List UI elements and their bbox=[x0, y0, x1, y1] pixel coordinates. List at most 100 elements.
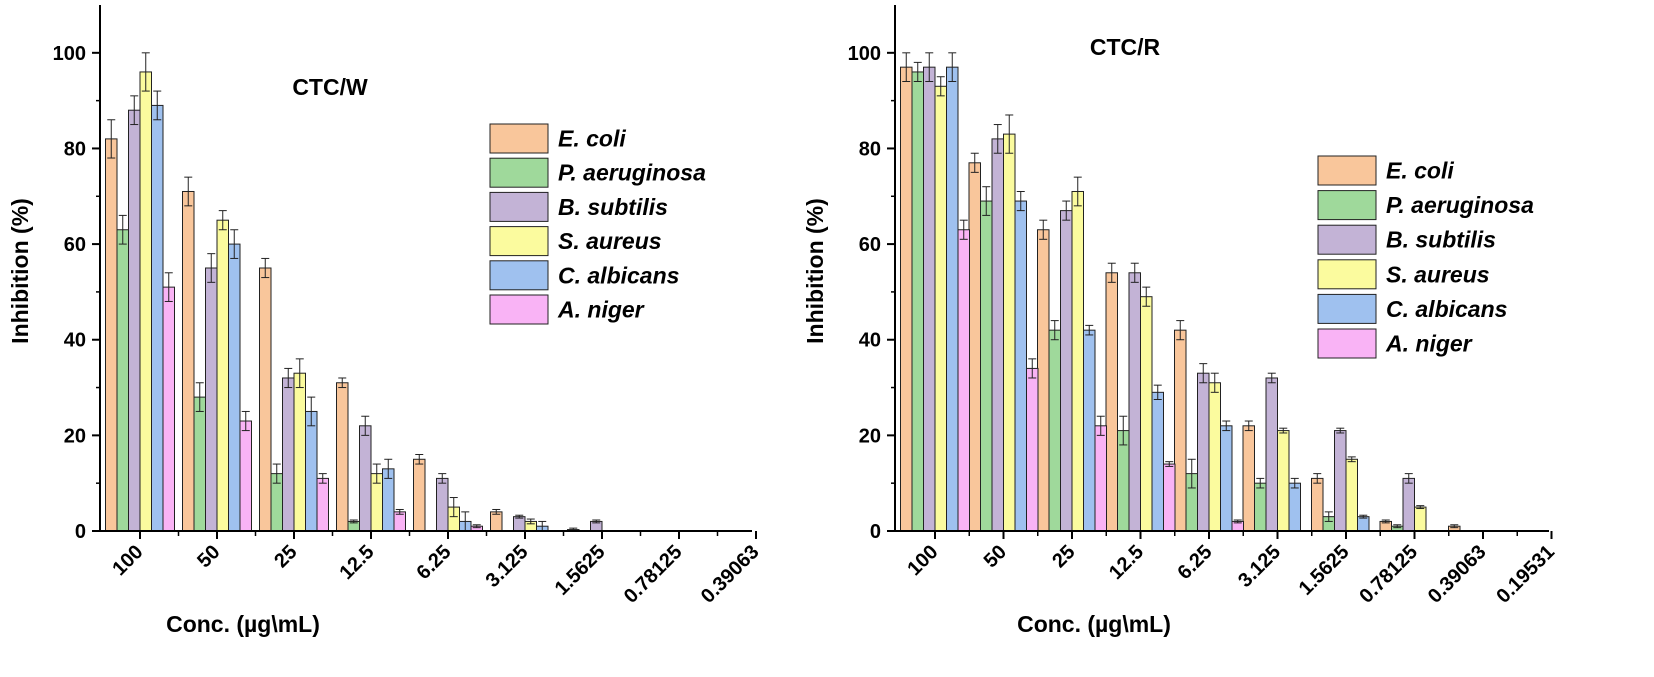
x-tick-label: 100 bbox=[903, 541, 942, 580]
legend-swatch bbox=[489, 294, 549, 325]
bar bbox=[293, 372, 306, 532]
bar bbox=[911, 71, 924, 532]
bar bbox=[1105, 272, 1118, 532]
bar bbox=[359, 425, 372, 532]
legend-swatch bbox=[489, 123, 549, 154]
legend-swatch bbox=[489, 157, 549, 188]
bar bbox=[1197, 372, 1210, 532]
bar bbox=[305, 410, 318, 532]
bar bbox=[116, 229, 129, 532]
x-tick-label: 100 bbox=[108, 541, 147, 580]
bar bbox=[128, 109, 141, 532]
bar bbox=[1060, 210, 1073, 532]
y-tick-label: 80 bbox=[64, 138, 86, 160]
y-tick-label: 40 bbox=[64, 330, 86, 352]
bar bbox=[1128, 272, 1141, 532]
legend-swatch bbox=[1317, 190, 1377, 221]
legend-label: A. niger bbox=[557, 297, 645, 323]
bar bbox=[239, 420, 252, 532]
bar bbox=[1083, 329, 1096, 532]
legend-label: C. albicans bbox=[1386, 296, 1507, 322]
y-tick-label: 20 bbox=[64, 425, 86, 447]
legend-swatch bbox=[489, 260, 549, 291]
x-tick-label: 25 bbox=[1048, 541, 1079, 572]
x-tick-label: 50 bbox=[980, 541, 1011, 572]
bar bbox=[991, 138, 1004, 532]
chart-title: CTC/R bbox=[1090, 34, 1161, 60]
y-tick-label: 60 bbox=[859, 234, 881, 256]
legend-label: A. niger bbox=[1385, 331, 1473, 357]
legend-label: B. subtilis bbox=[558, 194, 668, 220]
y-tick-label: 0 bbox=[75, 521, 86, 543]
legend-label: S. aureus bbox=[558, 228, 662, 254]
bar bbox=[162, 286, 175, 532]
chart-title: CTC/W bbox=[292, 74, 368, 100]
bar bbox=[205, 267, 218, 532]
bar bbox=[1414, 506, 1427, 532]
x-tick-label: 25 bbox=[270, 541, 301, 572]
bar bbox=[1208, 382, 1221, 532]
legend-label: P. aeruginosa bbox=[1386, 192, 1534, 218]
x-tick-label: 0.19531 bbox=[1492, 541, 1559, 608]
bar bbox=[1094, 425, 1107, 532]
bar bbox=[1277, 430, 1290, 532]
bar bbox=[1220, 425, 1233, 532]
y-axis-label: Inhibition (%) bbox=[802, 198, 828, 344]
bar bbox=[980, 200, 993, 532]
x-tick-label: 0.78125 bbox=[620, 541, 687, 608]
legend-label: E. coli bbox=[558, 126, 626, 152]
x-tick-label: 3.125 bbox=[482, 541, 533, 592]
bar bbox=[934, 85, 947, 532]
bar bbox=[105, 138, 118, 532]
bar bbox=[216, 219, 229, 532]
x-tick-label: 12.5 bbox=[335, 541, 378, 584]
x-tick-label: 6.25 bbox=[1173, 541, 1216, 584]
bar bbox=[1163, 463, 1176, 532]
y-tick-label: 100 bbox=[53, 43, 86, 65]
y-axis-label: Inhibition (%) bbox=[7, 198, 33, 344]
bar bbox=[1334, 430, 1347, 532]
legend: E. coli P. aeruginosa B. subtilis S. aureus… bbox=[1317, 155, 1534, 359]
legend-label: P. aeruginosa bbox=[558, 160, 706, 186]
x-tick-label: 50 bbox=[193, 541, 224, 572]
bar bbox=[1117, 430, 1130, 532]
legend-swatch bbox=[489, 191, 549, 222]
bar bbox=[193, 396, 206, 532]
x-tick-label: 0.39063 bbox=[1424, 541, 1491, 608]
bar bbox=[1140, 296, 1153, 532]
legend-label: C. albicans bbox=[558, 262, 679, 288]
legend: E. coli P. aeruginosa B. subtilis S. aureus… bbox=[489, 123, 706, 325]
bar bbox=[1254, 482, 1267, 532]
x-axis-label: Conc. (µg\mL) bbox=[166, 611, 320, 637]
bar bbox=[1345, 458, 1358, 532]
bar bbox=[1242, 425, 1255, 532]
bar bbox=[1151, 391, 1164, 532]
legend-swatch bbox=[489, 226, 549, 257]
legend-swatch bbox=[1317, 224, 1377, 255]
x-tick-label: 6.25 bbox=[412, 541, 455, 584]
bar bbox=[946, 66, 959, 532]
bar bbox=[228, 243, 241, 532]
bar bbox=[282, 377, 295, 532]
legend-label: B. subtilis bbox=[1386, 227, 1496, 253]
legend-label: S. aureus bbox=[1386, 261, 1490, 287]
bar bbox=[1357, 516, 1370, 532]
bar bbox=[436, 477, 449, 532]
x-tick-label: 1.5625 bbox=[1295, 541, 1354, 600]
bar bbox=[513, 516, 526, 532]
bar bbox=[1174, 329, 1187, 532]
bar bbox=[1048, 329, 1061, 532]
y-tick-label: 0 bbox=[870, 521, 881, 543]
bar bbox=[1311, 477, 1324, 532]
bar bbox=[336, 382, 349, 532]
bar bbox=[923, 66, 936, 532]
bar bbox=[316, 477, 329, 532]
y-tick-label: 20 bbox=[859, 425, 881, 447]
x-axis-label: Conc. (µg\mL) bbox=[1017, 611, 1171, 637]
legend-swatch bbox=[1317, 259, 1377, 290]
x-tick-label: 0.39063 bbox=[697, 541, 764, 608]
y-tick-label: 60 bbox=[64, 234, 86, 256]
